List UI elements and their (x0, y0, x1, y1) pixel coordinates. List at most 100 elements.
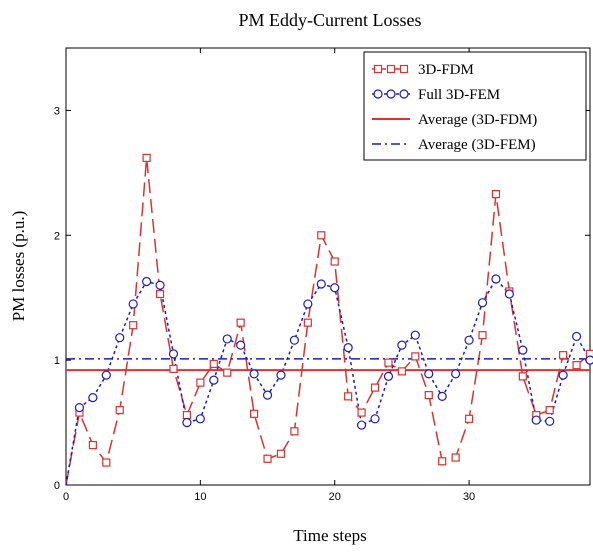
data-point-0 (209, 359, 218, 368)
data-point-0 (223, 368, 232, 377)
data-point-1 (571, 331, 582, 342)
legend-marker (386, 89, 396, 99)
data-point-0 (545, 405, 554, 415)
data-point-1 (410, 330, 420, 340)
data-point-1 (303, 299, 313, 309)
legend-label: 3D-FDM (418, 62, 474, 78)
legend-label: Average (3D-FEM) (418, 137, 536, 153)
data-point-1 (222, 334, 232, 344)
legend-marker (399, 64, 409, 74)
y-axis-label: PM losses (p.u.) (9, 211, 28, 322)
series-markers (74, 153, 593, 467)
data-point-0 (115, 405, 124, 415)
data-point-1 (477, 298, 488, 308)
data-point-0 (491, 189, 501, 199)
data-point-1 (464, 335, 474, 345)
data-point-0 (276, 449, 286, 458)
data-point-0 (464, 414, 474, 423)
y-tick-label: 1 (54, 355, 60, 367)
data-point-0 (397, 367, 406, 376)
data-point-0 (102, 458, 111, 467)
data-point-1 (101, 370, 111, 380)
data-point-1 (142, 276, 152, 287)
data-point-1 (545, 416, 555, 426)
x-tick-label: 20 (329, 491, 341, 503)
data-point-0 (344, 392, 353, 401)
data-point-0 (478, 331, 487, 340)
data-point-1 (330, 283, 340, 293)
data-point-0 (169, 364, 178, 373)
data-point-1 (343, 343, 353, 353)
data-point-1 (155, 280, 165, 290)
data-point-0 (88, 440, 97, 450)
series-line-1 (65, 277, 591, 486)
data-point-1 (236, 340, 246, 350)
data-point-0 (317, 231, 326, 240)
data-point-0 (559, 351, 568, 360)
data-point-1 (491, 274, 501, 284)
data-point-1 (531, 415, 541, 425)
data-point-0 (250, 409, 259, 418)
series-line-0 (65, 157, 591, 486)
data-point-1 (356, 420, 367, 430)
data-point-1 (182, 417, 192, 428)
data-point-1 (424, 369, 434, 379)
data-point-1 (518, 345, 528, 355)
y-tick-label: 0 (54, 480, 60, 492)
data-point-0 (518, 372, 527, 381)
legend-items: 3D-FDM Full 3D-FEM Average (3D-FDM) Average… (372, 62, 537, 153)
data-point-1 (558, 370, 568, 380)
data-point-0 (303, 318, 312, 327)
legend: 3D-FDM Full 3D-FEM Average (3D-FDM) Average… (363, 51, 587, 161)
x-tick-label: 30 (463, 491, 475, 503)
data-point-0 (451, 453, 460, 462)
data-point-0 (263, 454, 272, 463)
x-tick-label: 0 (63, 491, 69, 503)
data-point-1 (74, 402, 85, 413)
legend-marker (386, 64, 396, 74)
data-point-1 (437, 391, 447, 401)
legend-label: Full 3D-FEM (418, 87, 500, 103)
data-point-0 (424, 391, 433, 400)
data-point-0 (129, 321, 138, 330)
data-point-0 (182, 410, 192, 420)
data-point-0 (438, 457, 447, 466)
data-point-1 (451, 369, 461, 379)
axis-ticks: 0 10 20 30 0 1 2 3 (54, 48, 590, 503)
data-point-1 (128, 299, 138, 309)
data-point-1 (209, 375, 219, 385)
data-point-0 (155, 289, 165, 299)
legend-marker (373, 89, 383, 99)
data-point-0 (384, 358, 393, 367)
legend-label: Average (3D-FDM) (418, 112, 537, 128)
data-point-0 (572, 361, 581, 370)
data-point-1 (249, 369, 259, 379)
data-point-0 (330, 257, 339, 266)
data-point-1 (115, 333, 125, 343)
y-tick-label: 3 (54, 105, 60, 117)
data-point-1 (504, 289, 514, 299)
data-point-0 (357, 408, 366, 417)
data-point-1 (195, 414, 205, 424)
data-point-1 (289, 335, 300, 345)
x-axis-label: Time steps (293, 526, 367, 545)
data-point-1 (370, 414, 380, 424)
legend-marker (399, 89, 409, 99)
x-tick-label: 10 (194, 491, 206, 503)
data-point-0 (142, 153, 151, 162)
data-point-1 (88, 393, 98, 403)
data-point-1 (383, 371, 394, 381)
data-point-0 (370, 383, 380, 392)
data-point-1 (168, 349, 179, 359)
data-point-0 (236, 318, 245, 327)
chart-title: PM Eddy-Current Losses (239, 10, 422, 30)
data-point-1 (276, 370, 286, 380)
y-tick-label: 2 (54, 230, 60, 242)
data-point-1 (262, 390, 273, 400)
data-point-0 (196, 378, 205, 387)
legend-marker (373, 64, 383, 74)
data-point-0 (290, 427, 299, 436)
data-point-1 (397, 340, 407, 350)
data-point-1 (316, 279, 326, 289)
